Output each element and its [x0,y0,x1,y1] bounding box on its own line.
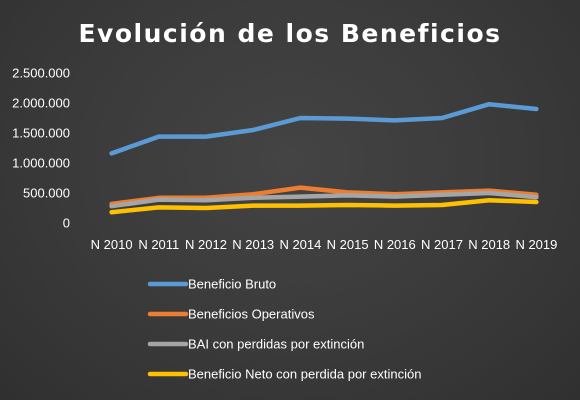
series-line-3 [109,190,539,209]
x-tick-label: N 2018 [468,237,510,252]
x-tick-label: N 2016 [374,237,416,252]
legend-label-1: Beneficio Bruto [188,277,276,292]
y-tick-label: 1.000.000 [12,156,70,171]
x-tick-label: N 2015 [327,237,369,252]
series-layer [109,101,539,215]
y-tick-label: 2.000.000 [12,96,70,111]
chart-title: Evolución de los Beneficios [78,19,501,48]
legend: Beneficio Bruto Beneficios Operativos BAI … [147,277,421,382]
y-tick-label: 2.500.000 [12,66,70,81]
y-axis: 0 500.000 1.000.000 1.500.000 2.000.000 2.500… [12,66,70,231]
x-tick-label: N 2010 [91,237,133,252]
x-tick-label: N 2014 [279,237,321,252]
x-tick-label: N 2019 [515,237,557,252]
series-line-4 [109,197,539,215]
y-tick-label: 0 [63,216,70,231]
x-axis: N 2010 N 2011 N 2012 N 2013 N 2014 N 2015 N 20… [91,237,558,252]
x-tick-label: N 2012 [185,237,227,252]
x-tick-label: N 2013 [232,237,274,252]
legend-label-4: Beneficio Neto con perdida por extinción [188,367,421,382]
y-tick-label: 500.000 [23,186,70,201]
x-tick-label: N 2011 [138,237,179,252]
y-tick-label: 1.500.000 [12,126,70,141]
x-tick-label: N 2017 [421,237,463,252]
series-line-1 [109,101,539,156]
legend-label-2: Beneficios Operativos [188,307,315,322]
legend-label-3: BAI con perdidas por extinción [188,337,364,352]
